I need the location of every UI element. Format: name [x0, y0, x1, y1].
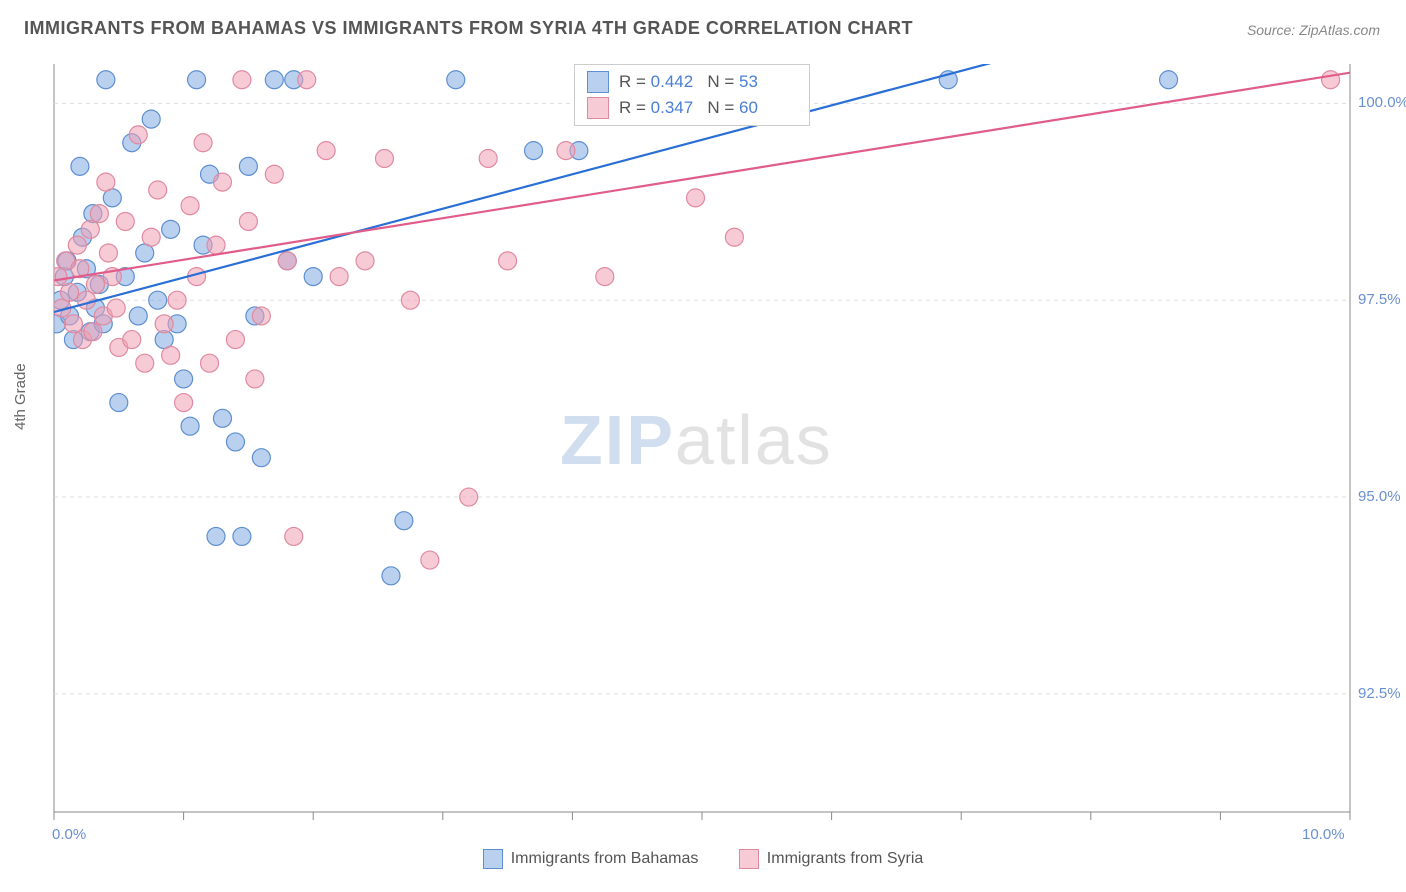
- chart-svg: [52, 62, 1352, 832]
- stat-n-label: N =: [693, 98, 739, 118]
- legend-item-syria: Immigrants from Syria: [739, 849, 923, 869]
- legend: Immigrants from Bahamas Immigrants from …: [0, 849, 1406, 874]
- y-tick-label: 100.0%: [1358, 94, 1406, 111]
- stat-swatch-bahamas: [587, 71, 609, 93]
- y-tick-label: 97.5%: [1358, 291, 1401, 308]
- x-tick-label: 0.0%: [52, 826, 86, 843]
- legend-swatch-bahamas: [483, 849, 503, 869]
- correlation-stats-box: R = 0.442 N = 53R = 0.347 N = 60: [574, 64, 810, 126]
- legend-item-bahamas: Immigrants from Bahamas: [483, 849, 699, 869]
- stat-n-value: 53: [739, 72, 758, 92]
- y-tick-label: 95.0%: [1358, 488, 1401, 505]
- stat-n-value: 60: [739, 98, 758, 118]
- stat-swatch-syria: [587, 97, 609, 119]
- stat-r-value: 0.442: [651, 72, 694, 92]
- x-tick-label: 10.0%: [1302, 826, 1345, 843]
- stat-r-value: 0.347: [651, 98, 694, 118]
- stat-n-label: N =: [693, 72, 739, 92]
- legend-label-bahamas: Immigrants from Bahamas: [511, 850, 699, 868]
- y-tick-label: 92.5%: [1358, 685, 1401, 702]
- stat-row-syria: R = 0.347 N = 60: [575, 95, 809, 121]
- legend-label-syria: Immigrants from Syria: [767, 850, 923, 868]
- source-attribution: Source: ZipAtlas.com: [1247, 22, 1380, 38]
- stat-r-label: R =: [619, 98, 651, 118]
- scatter-chart: [52, 62, 1352, 832]
- stat-r-label: R =: [619, 72, 651, 92]
- legend-swatch-syria: [739, 849, 759, 869]
- y-axis-label: 4th Grade: [12, 363, 29, 430]
- stat-row-bahamas: R = 0.442 N = 53: [575, 69, 809, 95]
- page-title: IMMIGRANTS FROM BAHAMAS VS IMMIGRANTS FR…: [24, 18, 913, 39]
